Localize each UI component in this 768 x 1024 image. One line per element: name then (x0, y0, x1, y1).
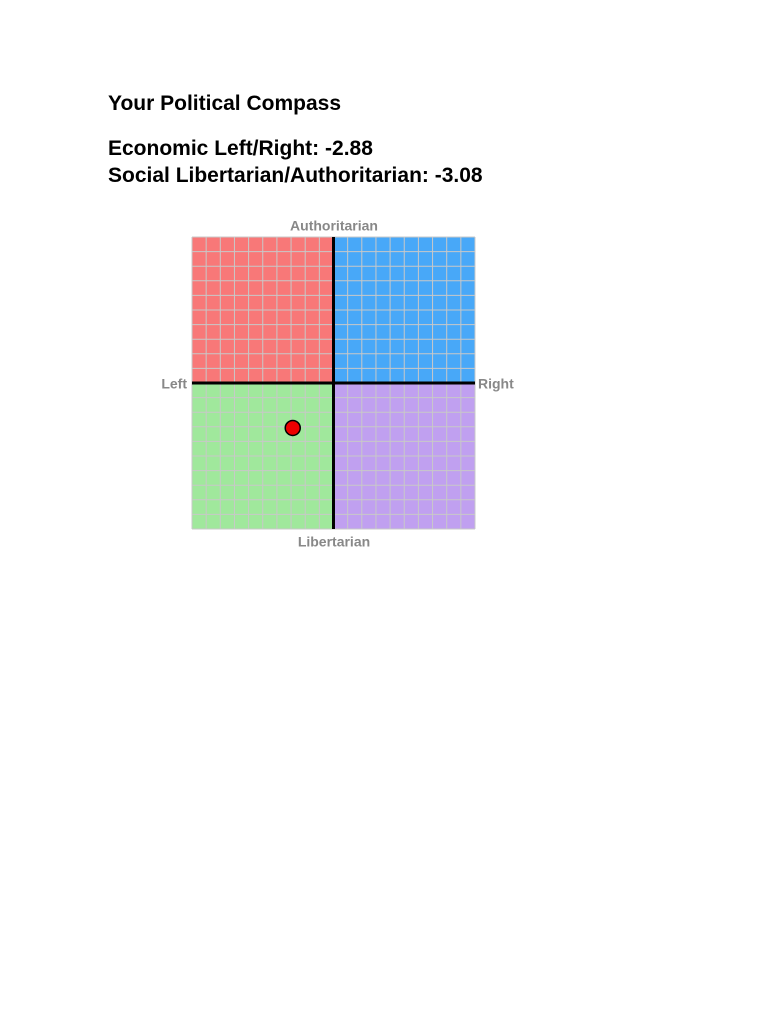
social-score: Social Libertarian/Authoritarian: -3.08 (108, 164, 483, 188)
social-label: Social Libertarian/Authoritarian: (108, 164, 429, 187)
compass: Authoritarian Libertarian Left Right (161, 218, 514, 550)
economic-value: -2.88 (325, 137, 373, 160)
economic-label: Economic Left/Right: (108, 137, 320, 160)
point (284, 419, 301, 437)
right-label: Right (478, 376, 514, 392)
top-label: Authoritarian (290, 218, 378, 234)
title: Your Political Compass (108, 92, 341, 115)
bottom-label: Libertarian (298, 534, 370, 550)
left-label: Left (161, 376, 187, 392)
economic-score: Economic Left/Right: -2.88 (108, 137, 373, 161)
social-value: -3.08 (434, 164, 483, 187)
